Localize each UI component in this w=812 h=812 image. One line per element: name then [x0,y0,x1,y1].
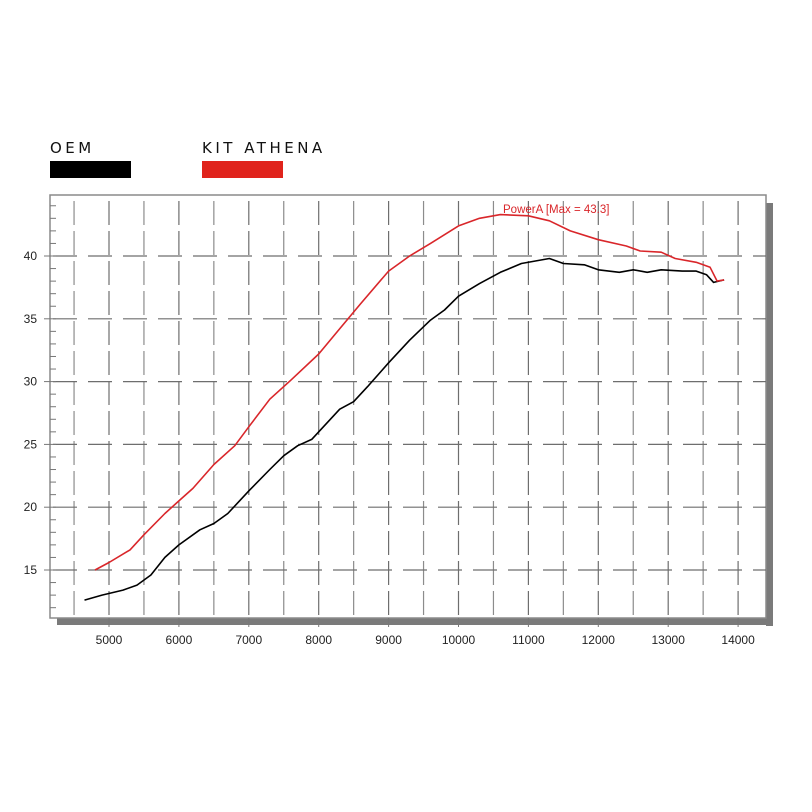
x-tick-label: 9000 [375,633,402,647]
legend-label-oem: OEM [50,139,95,157]
series-line-kit-athena [94,213,725,571]
x-tick-label: 12000 [582,633,616,647]
data-series [84,213,725,601]
grid-lines [50,197,766,617]
x-tick-label: 14000 [721,633,755,647]
legend-label-kit-athena: KIT ATHENA [202,139,326,157]
y-tick-label: 35 [24,312,38,326]
series-line-oem [84,257,725,601]
x-tick-label: 7000 [235,633,262,647]
y-tick-label: 15 [24,563,38,577]
legend-swatch-oem [50,161,131,178]
max-power-annotation: PowerA [Max = 43.3] [503,204,609,216]
y-tick-label: 30 [24,375,38,389]
x-tick-label: 13000 [652,633,686,647]
y-axis: 15 20 25 30 35 40 [24,205,56,609]
plot-area [49,194,767,619]
x-axis: 5000 6000 7000 8000 9000 10000 11000 12000 13000… [96,618,755,647]
y-tick-label: 25 [24,437,38,451]
legend-swatch-kit-athena [202,161,283,178]
x-tick-label: 8000 [305,633,332,647]
x-tick-label: 6000 [166,633,193,647]
frame-shadow [57,203,773,626]
x-tick-label: 5000 [96,633,123,647]
x-tick-label: 11000 [512,633,545,647]
x-tick-label: 10000 [442,633,476,647]
y-tick-label: 20 [24,500,38,514]
y-tick-label: 40 [24,249,38,263]
